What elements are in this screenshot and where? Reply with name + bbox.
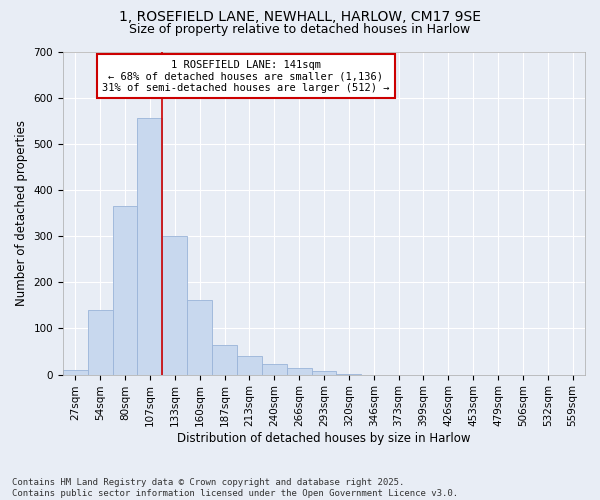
Bar [63, 370, 88, 374]
X-axis label: Distribution of detached houses by size in Harlow: Distribution of detached houses by size … [177, 432, 471, 445]
Text: Contains HM Land Registry data © Crown copyright and database right 2025.
Contai: Contains HM Land Registry data © Crown c… [12, 478, 458, 498]
Bar [311, 371, 337, 374]
Bar [187, 300, 212, 374]
Text: Size of property relative to detached houses in Harlow: Size of property relative to detached ho… [130, 22, 470, 36]
Y-axis label: Number of detached properties: Number of detached properties [15, 120, 28, 306]
Bar [237, 356, 262, 374]
Bar [212, 344, 237, 374]
Bar [113, 206, 137, 374]
Text: 1, ROSEFIELD LANE, NEWHALL, HARLOW, CM17 9SE: 1, ROSEFIELD LANE, NEWHALL, HARLOW, CM17… [119, 10, 481, 24]
Bar [137, 118, 163, 374]
Text: 1 ROSEFIELD LANE: 141sqm
← 68% of detached houses are smaller (1,136)
31% of sem: 1 ROSEFIELD LANE: 141sqm ← 68% of detach… [102, 60, 389, 93]
Bar [163, 236, 187, 374]
Bar [262, 364, 287, 374]
Bar [88, 310, 113, 374]
Bar [287, 368, 311, 374]
